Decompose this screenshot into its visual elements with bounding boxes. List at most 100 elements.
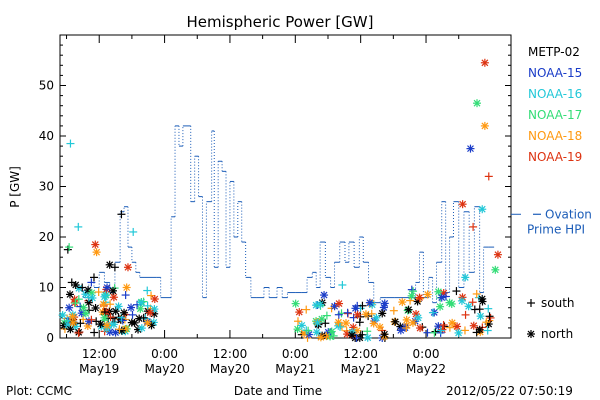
x-tick-date-label: May21 [341,362,381,376]
observation-north-point-d2 [295,308,303,316]
observation-north-point-d2 [349,323,357,331]
observation-north-point [437,293,446,302]
observation-south-point [92,317,101,326]
observation-north-point-d2 [110,293,118,301]
legend-satellite-label: NOAA-17 [528,108,582,122]
observation-north-point-d2 [72,281,80,289]
observation-north-point [122,283,131,292]
observation-north-point-d2 [317,333,325,341]
observation-north-point-d2 [106,328,114,336]
observation-north-point-d2 [403,316,411,324]
observation-north-point [416,324,425,333]
observation-north-point-d2 [494,251,502,259]
observation-north-point [353,310,362,319]
observation-north-point [297,321,306,330]
observation-north-point-d2 [414,314,422,322]
observation-north-point-d2 [112,307,120,315]
observation-north-point [436,302,445,311]
observation-north-point-d2 [366,299,374,307]
observation-north-point [476,312,485,321]
observation-north-point-d2 [461,273,469,281]
observation-north-point [453,322,462,331]
observation-south-point [436,326,445,335]
observation-north-point [136,304,145,313]
observation-south-point [486,313,495,322]
x-tick-date-label: May21 [275,362,315,376]
observation-north-point-d2 [436,303,444,311]
observation-north-point-d2 [348,331,356,339]
observation-north-point-d2 [467,145,474,153]
observation-south-point [66,139,75,148]
observation-south-point [409,287,418,296]
observation-north-point-d2 [82,310,90,317]
observation-north-point-d2 [391,318,399,326]
observation-north-point-d2 [72,323,80,330]
observation-north-point-d2 [69,313,76,321]
observation-north-point [434,287,443,296]
observation-south-point [469,222,478,231]
observation-north-point-d2 [378,309,386,317]
x-tick-date-label: May22 [406,362,446,376]
observation-north-point [457,296,466,305]
observation-north-point-d2 [364,334,372,342]
observation-north-point [398,298,407,307]
observation-north-point-d2 [91,241,99,248]
hemisphere-legend-label: north [541,327,573,341]
observation-south-point [482,318,491,327]
observation-north-point [150,295,159,304]
observation-north-point-d2 [120,309,128,317]
observation-north-point [445,298,454,307]
observation-north-point-d2 [123,284,131,291]
observation-south-point [343,308,352,317]
observation-south-point [65,243,74,252]
observation-north-point [123,263,132,272]
observation-north-point [316,300,325,309]
observation-north-point [448,318,457,327]
observation-north-point-d2 [106,261,114,269]
observation-south-point [485,312,494,321]
observation-north-point-d2 [84,286,92,294]
observation-north-point-d2 [66,325,74,333]
observation-north-point [109,286,118,295]
observation-north-point-d2 [476,326,484,334]
observation-north-point-d2 [93,248,101,256]
observation-south-point [78,283,87,292]
observation-north-point [466,144,475,153]
observation-south-point [76,319,85,328]
observation-north-point-d2 [412,310,420,318]
hemisphere-legend-marker [527,299,535,307]
observation-north-point [92,248,101,257]
observation-south-point [439,320,448,329]
observation-north-point [91,303,100,312]
observation-north-point-d2 [148,321,155,329]
observation-north-point [375,323,384,332]
observation-north-point-d2 [470,322,478,330]
observation-north-point-d2 [80,304,87,312]
observation-north-point-d2 [103,321,111,329]
observation-north-point [423,290,432,299]
observation-north-point [458,200,467,209]
observation-north-point [69,318,78,327]
observation-south-point [293,317,302,326]
observation-north-point-d2 [458,297,466,305]
observation-north-point [327,327,336,336]
observation-south-point [484,304,493,313]
observation-north-point-d2 [416,324,424,332]
observation-north-point-d2 [101,314,108,322]
y-tick-label: 10 [39,281,54,295]
observation-north-point-d2 [331,302,339,310]
observation-north-point [291,299,300,308]
chart-title: Hemispheric Power [GW] [187,13,374,31]
observation-north-point [464,302,473,311]
observation-north-point-d2 [81,290,89,298]
observation-north-point-d2 [131,319,138,327]
observation-north-point-d2 [137,299,145,307]
observation-south-point [472,289,481,298]
observation-north-point-d2 [92,304,99,312]
observation-north-point [380,330,389,339]
legend-satellite-label: NOAA-16 [528,87,582,101]
observation-south-point [71,299,80,308]
observation-south-point [117,210,126,219]
observation-north-point-d2 [110,320,118,328]
observation-north-point [391,317,400,326]
